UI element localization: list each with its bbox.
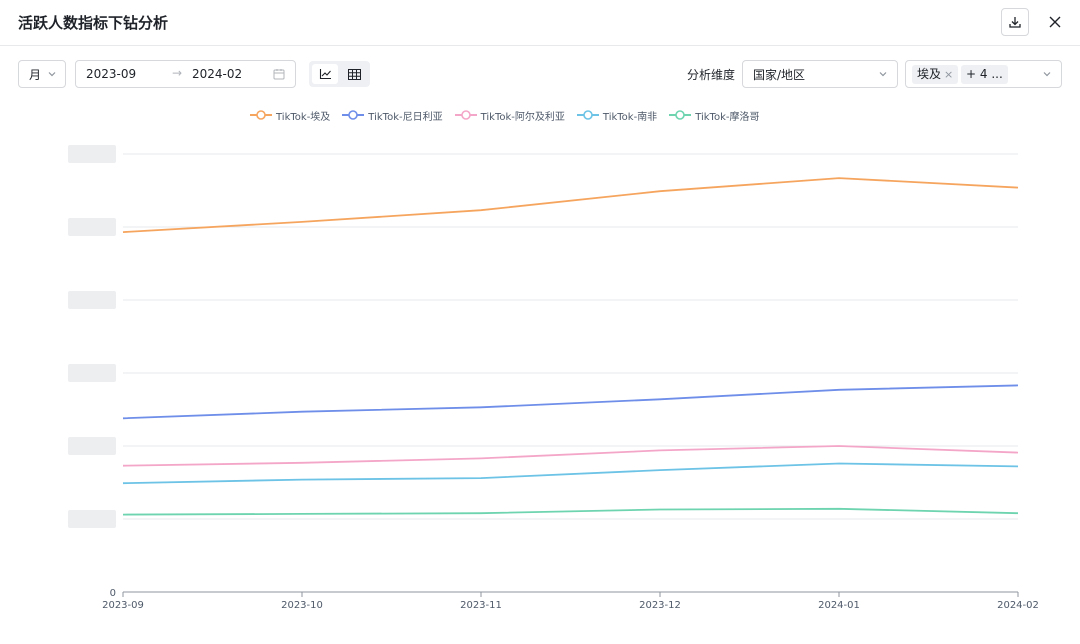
dimension-value: 国家/地区 [753, 67, 806, 82]
selected-tag-label: 埃及 [917, 67, 942, 81]
series-line [122, 462, 1019, 485]
period-value: 月 [29, 67, 42, 82]
chevron-down-icon [879, 72, 887, 77]
series-line [122, 445, 1019, 467]
date-start[interactable]: 2023-09 [86, 67, 137, 81]
series-line [122, 177, 1019, 233]
y-tick-label-obscured [68, 510, 116, 528]
y-tick-label-obscured [68, 437, 116, 455]
series-line [122, 384, 1019, 420]
y-tick-label-obscured [68, 145, 116, 163]
legend-marker-icon [250, 110, 272, 120]
x-tick-label: 2024-02 [997, 600, 1039, 611]
legend-label: TikTok-埃及 [276, 111, 331, 123]
tag-remove-icon[interactable]: × [944, 68, 954, 81]
date-range-picker[interactable]: 2023-09 → 2024-02 [75, 60, 296, 88]
legend-marker-icon [454, 110, 477, 120]
period-select[interactable]: 月 [18, 60, 66, 88]
download-button[interactable] [1001, 8, 1029, 36]
legend-marker-icon [576, 110, 599, 120]
y-tick-label: 0 [110, 588, 116, 599]
chart-view-toggle [309, 61, 370, 87]
legend-label: TikTok-南非 [602, 111, 658, 123]
x-tick-label: 2023-10 [281, 600, 323, 611]
legend-label: TikTok-阿尔及利亚 [480, 111, 565, 123]
x-tick-label: 2023-11 [460, 600, 502, 611]
dialog-header: 活跃人数指标下钻分析 [0, 0, 1080, 46]
legend-marker-icon [342, 110, 365, 120]
x-tick-label: 2023-09 [102, 600, 144, 611]
legend-label: TikTok-尼日利亚 [368, 111, 443, 123]
close-button[interactable] [1043, 8, 1067, 36]
date-end[interactable]: 2024-02 [192, 67, 243, 81]
y-tick-label-obscured [68, 291, 116, 309]
more-tags-badge[interactable]: + 4 ... [961, 65, 1008, 84]
series-line [122, 507, 1019, 516]
dimension-select[interactable]: 国家/地区 [742, 60, 898, 88]
legend-item[interactable]: TikTok-埃及 [250, 107, 330, 123]
download-icon [1009, 17, 1021, 28]
legend-marker-icon [669, 110, 692, 120]
chart-legend: TikTok-埃及 TikTok-尼日利亚 TikTok-阿尔及利亚 TikTok-南… [250, 107, 771, 123]
legend-label: TikTok-摩洛哥 [695, 111, 760, 123]
selected-tag: 埃及 × [912, 65, 959, 84]
country-multi-select[interactable]: 埃及 × + 4 ... [905, 60, 1062, 88]
dimension-label: 分析维度 [687, 68, 736, 82]
line-chart-view-button[interactable] [312, 64, 338, 84]
legend-item[interactable]: TikTok-尼日利亚 [342, 107, 443, 123]
x-tick-label: 2023-12 [639, 600, 681, 611]
legend-item[interactable]: TikTok-南非 [576, 107, 658, 123]
table-view-button[interactable] [341, 64, 367, 84]
x-tick-label: 2024-01 [818, 600, 860, 611]
legend-item[interactable]: TikTok-摩洛哥 [669, 107, 759, 123]
legend-item[interactable]: TikTok-阿尔及利亚 [454, 107, 565, 123]
chevron-down-icon [48, 72, 56, 77]
dialog-title: 活跃人数指标下钻分析 [18, 14, 169, 32]
chevron-down-icon [1043, 72, 1051, 77]
y-tick-label-obscured [68, 218, 116, 236]
calendar-icon [273, 69, 285, 80]
table-icon [347, 68, 361, 80]
date-range-arrow: → [172, 66, 183, 80]
y-tick-label-obscured [68, 364, 116, 382]
close-icon [1049, 16, 1061, 28]
line-chart-icon [319, 69, 331, 80]
